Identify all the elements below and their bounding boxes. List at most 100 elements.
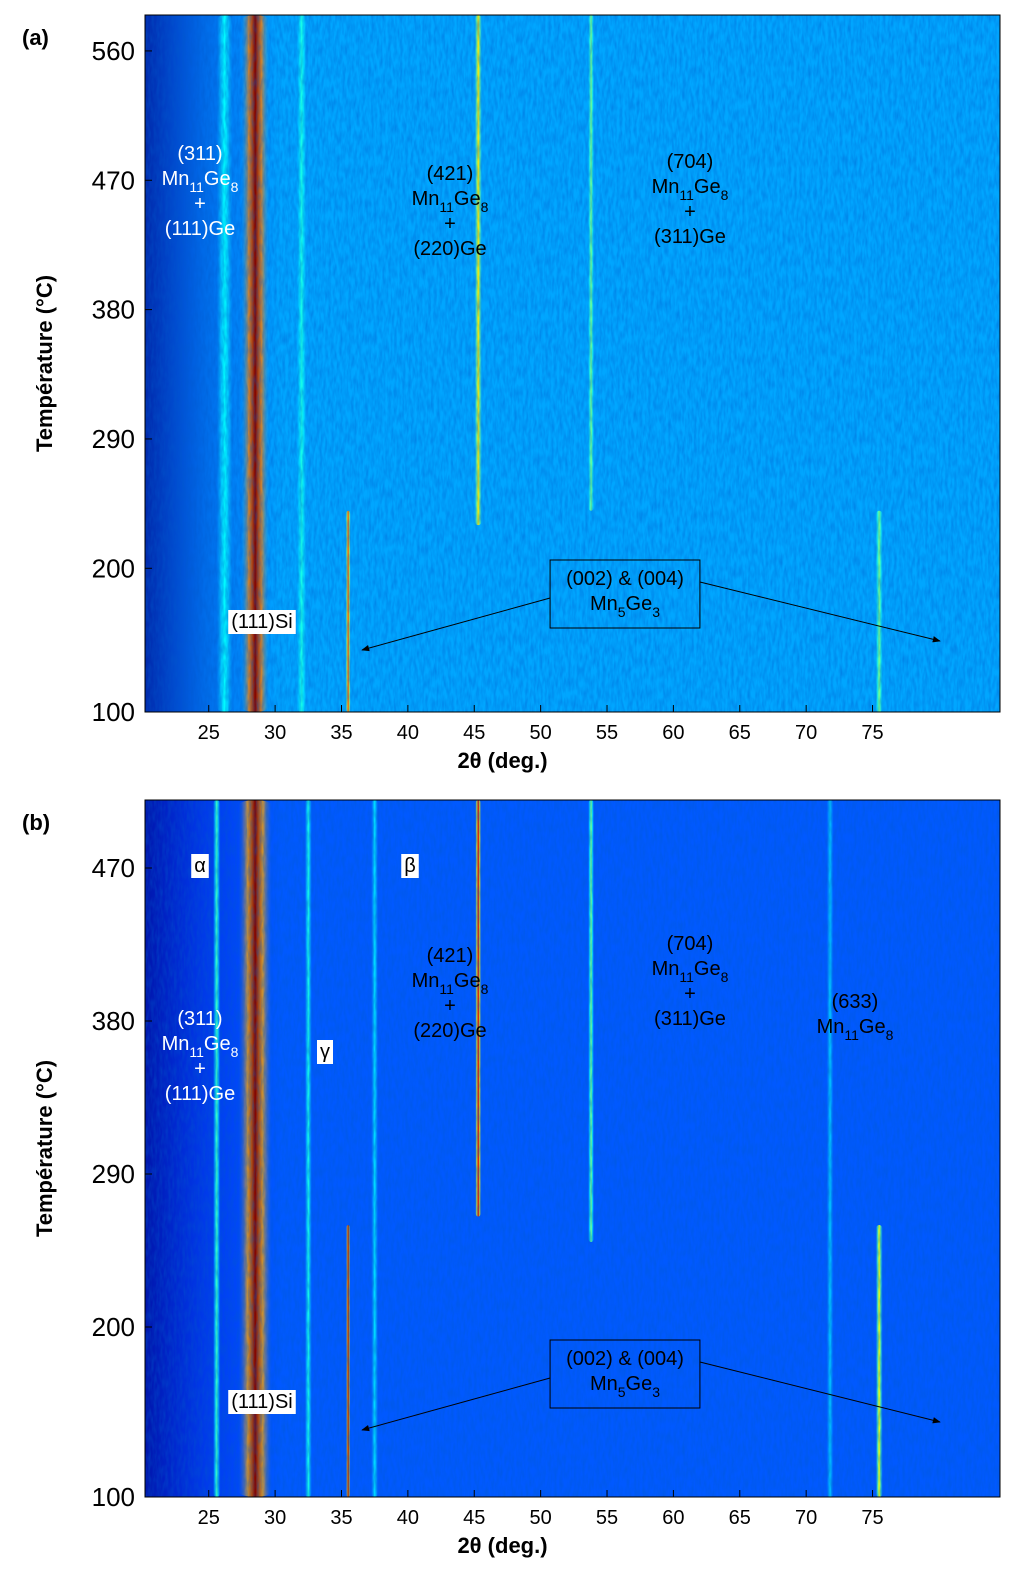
annotation-line: Mn11Ge8 <box>412 970 489 997</box>
annotation-text: (002) & (004) <box>566 1348 684 1370</box>
annotation-box <box>228 610 296 634</box>
annotation-frame <box>549 1339 701 1409</box>
annotation-text: + <box>194 1058 206 1080</box>
annotation-text: Ge <box>204 168 231 190</box>
plot-area <box>145 800 1000 1497</box>
x-tick-label: 55 <box>596 722 618 744</box>
subscript: 8 <box>231 179 239 195</box>
noise-texture <box>145 800 1000 1497</box>
annotation-line: + <box>194 193 206 215</box>
annotation: (311)Mn11Ge8+(111)Ge <box>162 143 239 240</box>
annotation-text: Ge <box>859 1016 886 1038</box>
y-tick-label: 380 <box>92 295 135 325</box>
annotation-line: (704) <box>667 151 714 173</box>
annotation: (311)Mn11Ge8+(111)Ge <box>162 1008 239 1105</box>
annotation-frame <box>549 559 701 629</box>
annotation-text: Ge <box>694 176 721 198</box>
annotation-line: (002) & (004) <box>566 1348 684 1370</box>
annotation-text: + <box>194 193 206 215</box>
annotation-line: β <box>404 855 416 877</box>
annotation-text: (111)Ge <box>165 218 235 240</box>
x-tick-label: 25 <box>198 722 220 744</box>
annotation-line: (111)Si <box>231 611 293 633</box>
annotation-text: (220)Ge <box>413 238 486 260</box>
annotation-line: (311)Ge <box>654 1008 726 1030</box>
annotation-line: Mn5Ge3 <box>590 593 660 620</box>
annotation-line: + <box>684 983 696 1005</box>
subscript: 8 <box>481 981 489 997</box>
subscript: 11 <box>439 981 454 997</box>
annotation-text: α <box>194 855 206 877</box>
annotation-text: Mn <box>817 1016 845 1038</box>
panel-label: (a) <box>22 25 49 50</box>
annotation-text: (704) <box>667 151 714 173</box>
plot-frame <box>144 14 1001 713</box>
annotation-text: γ <box>320 1041 330 1063</box>
annotation-line: (111)Ge <box>165 1083 235 1105</box>
annotation-line: + <box>444 213 456 235</box>
subscript: 11 <box>189 1044 204 1060</box>
annotation-text: (311) <box>177 143 222 165</box>
annotation-box <box>317 1040 333 1064</box>
annotation-line: (421) <box>427 945 474 967</box>
subscript: 8 <box>231 1044 239 1060</box>
annotation-text: β <box>404 855 416 877</box>
x-tick-label: 60 <box>662 1507 684 1529</box>
annotation-line: + <box>684 201 696 223</box>
annotation: α <box>191 854 209 878</box>
annotation-text: (421) <box>427 163 474 185</box>
subscript: 3 <box>652 1384 660 1400</box>
annotation-line: + <box>444 995 456 1017</box>
y-tick-label: 470 <box>92 165 135 195</box>
annotation-line: (311) <box>177 1008 222 1030</box>
annotation-line: (220)Ge <box>413 1020 486 1042</box>
annotation-text: Mn <box>162 1033 190 1055</box>
annotation-text: (704) <box>667 933 714 955</box>
annotation-text: (421) <box>427 945 474 967</box>
annotation-box <box>191 854 209 878</box>
annotation: (421) Mn11Ge8+ (220)Ge <box>412 945 489 1042</box>
x-tick-label: 50 <box>530 1507 552 1529</box>
annotation-text: + <box>684 201 696 223</box>
annotation-line: (704) <box>667 933 714 955</box>
annotation-line: + <box>194 1058 206 1080</box>
x-tick-label: 40 <box>397 1507 419 1529</box>
y-tick-label: 470 <box>92 853 135 883</box>
subscript: 5 <box>618 1384 626 1400</box>
annotation-text: (111)Si <box>231 611 293 633</box>
annotation-text: + <box>684 983 696 1005</box>
annotation-line: (220)Ge <box>413 238 486 260</box>
annotation-line: (421) <box>427 163 474 185</box>
annotation-text: (111)Si <box>231 1391 293 1413</box>
annotation-text: Ge <box>454 970 481 992</box>
arrow <box>361 597 551 652</box>
annotation: (633) Mn11Ge8 <box>817 991 894 1043</box>
annotation-line: (311)Ge <box>654 226 726 248</box>
annotation-text: Mn <box>412 188 440 210</box>
x-tick-label: 25 <box>198 1507 220 1529</box>
subscript: 11 <box>844 1027 859 1043</box>
annotation-line: (633) <box>832 991 879 1013</box>
x-tick-label: 45 <box>463 722 485 744</box>
subscript: 8 <box>886 1027 894 1043</box>
subscript: 11 <box>439 199 454 215</box>
annotation-text: (311)Ge <box>654 226 726 248</box>
y-tick-label: 560 <box>92 36 135 66</box>
annotation: (111)Si <box>228 1390 296 1414</box>
annotation: (002) & (004) Mn5Ge3 <box>549 559 701 629</box>
y-tick-label: 290 <box>92 424 135 454</box>
x-tick-label: 30 <box>264 722 286 744</box>
annotation-line: Mn11Ge8 <box>412 188 489 215</box>
subscript: 11 <box>679 187 694 203</box>
annotation-line: (311) <box>177 143 222 165</box>
x-tick-label: 35 <box>330 1507 352 1529</box>
subscript: 11 <box>189 179 204 195</box>
annotation-box <box>401 854 419 878</box>
arrow <box>361 1377 551 1432</box>
annotation-text: Ge <box>694 958 721 980</box>
y-tick-label: 100 <box>92 1482 135 1512</box>
y-tick-label: 290 <box>92 1159 135 1189</box>
panel-label: (b) <box>22 810 50 835</box>
subscript: 3 <box>652 604 660 620</box>
